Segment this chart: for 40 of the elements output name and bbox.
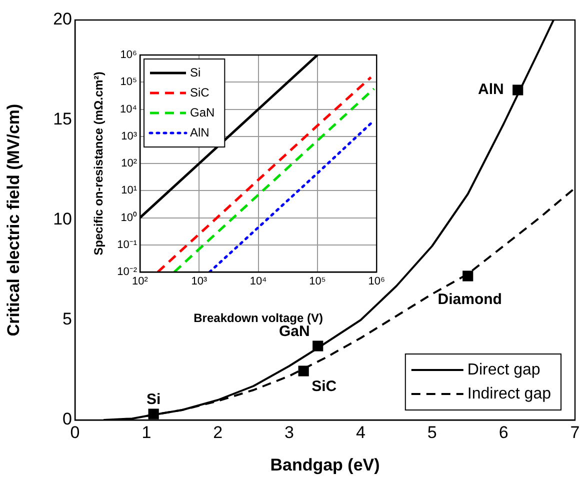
- y-tick-label: 10¹: [121, 184, 138, 197]
- x-tick-label: 3: [284, 422, 294, 442]
- y-tick-label: 15: [53, 110, 72, 129]
- y-tick-label: 10⁴: [120, 103, 138, 116]
- x-axis-title: Breakdown voltage (V): [194, 311, 323, 326]
- y-tick-label: 20: [53, 10, 72, 29]
- x-tick-label: 1: [142, 422, 152, 442]
- y-tick-label: 0: [62, 410, 72, 429]
- x-axis-title: Bandgap (eV): [270, 455, 380, 474]
- legend-label: Direct gap: [467, 361, 540, 378]
- y-axis-title: Critical electric field (MV/cm): [4, 104, 23, 336]
- x-tick-label: 7: [570, 422, 580, 442]
- y-tick-label: 10⁰: [120, 210, 137, 224]
- legend-label: Indirect gap: [467, 385, 552, 402]
- x-tick-label: 10⁵: [309, 276, 326, 288]
- annotation: SiC: [312, 378, 337, 396]
- y-tick-label: 10⁵: [120, 76, 137, 88]
- x-tick-label: 10⁶: [368, 276, 385, 288]
- annotation: GaN: [279, 323, 310, 340]
- annotation: Diamond: [438, 291, 502, 308]
- legend-label: SiC: [190, 85, 210, 100]
- legend-label: AlN: [190, 125, 210, 140]
- y-tick-label: 10: [53, 210, 72, 229]
- y-tick-label: 10²: [121, 158, 138, 170]
- x-tick-label: 10²: [132, 276, 148, 288]
- y-axis-title: Specific on-resistance (mΩ.cm²): [92, 72, 106, 256]
- y-tick-label: 10⁻¹: [117, 238, 138, 251]
- x-tick-label: 5: [427, 422, 437, 442]
- x-tick-label: 10⁴: [250, 276, 268, 288]
- x-tick-label: 4: [356, 422, 366, 442]
- legend-label: GaN: [190, 105, 215, 120]
- legend-label: Si: [190, 65, 201, 80]
- y-tick-label: 10³: [121, 130, 138, 142]
- annotation: AlN: [478, 81, 504, 98]
- x-tick-label: 6: [498, 422, 508, 442]
- annotation: Si: [146, 391, 161, 408]
- x-tick-label: 2: [213, 422, 223, 442]
- x-tick-label: 10³: [191, 276, 208, 288]
- y-tick-label: 5: [62, 310, 72, 329]
- y-tick-label: 10⁶: [120, 49, 137, 62]
